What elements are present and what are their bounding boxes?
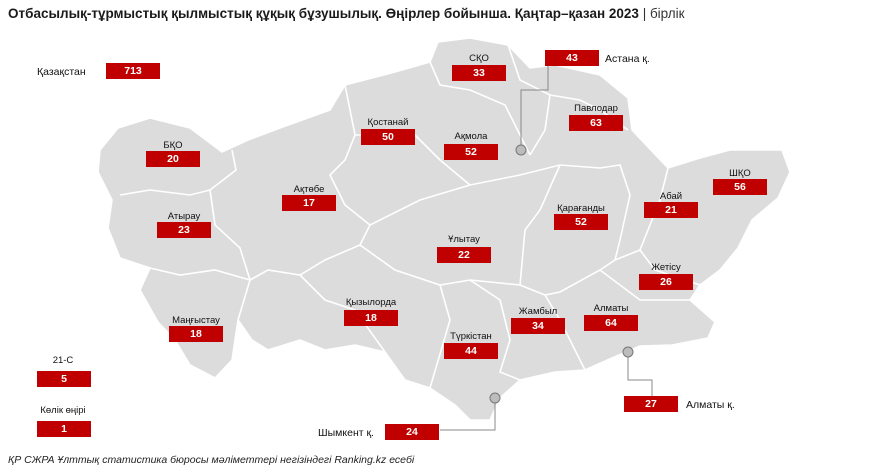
region-label-turkistan: Түркістан	[450, 331, 492, 342]
region-value-kostanay: 50	[361, 129, 415, 145]
region-label-kyzylorda: Қызылорда	[345, 297, 397, 308]
title-unit: | бірлік	[642, 6, 685, 21]
region-label-vko: ШҚО	[729, 168, 751, 179]
shymkent-marker	[489, 392, 501, 404]
astana-leader	[520, 60, 549, 150]
region-label-sko: СҚО	[469, 53, 489, 64]
region-value-zhetisu: 26	[639, 274, 693, 290]
region-value-almaty-region: 64	[584, 315, 638, 331]
kazakhstan-label: Қазақстан	[37, 66, 86, 78]
other-label-21c: 21-С	[52, 355, 74, 366]
region-value-sko: 33	[452, 65, 506, 81]
region-label-shymkent: Шымкент қ.	[318, 427, 374, 439]
region-value-astana: 43	[545, 50, 599, 66]
region-label-ulytau: Ұлытау	[448, 234, 480, 245]
source-note: ҚР СЖРА Ұлттық статистика бюросы мәлімет…	[8, 454, 415, 466]
region-value-abay: 21	[644, 202, 698, 218]
astana-marker	[515, 144, 527, 156]
region-label-kostanay: Қостанай	[367, 117, 409, 128]
region-label-aktobe: Ақтөбе	[293, 184, 325, 195]
other-value-transport: 1	[37, 421, 91, 437]
region-label-zhetisu: Жетісу	[651, 262, 681, 273]
region-label-astana: Астана қ.	[605, 53, 650, 65]
region-value-vko: 56	[713, 179, 767, 195]
almaty-city-leader	[627, 352, 653, 398]
other-value-21c: 5	[37, 371, 91, 387]
region-value-zhambyl: 34	[511, 318, 565, 334]
region-value-shymkent: 24	[385, 424, 439, 440]
region-value-turkistan: 44	[444, 343, 498, 359]
region-value-pavlodar: 63	[569, 115, 623, 131]
region-label-zhambyl: Жамбыл	[518, 306, 558, 317]
almaty-city-marker	[622, 346, 634, 358]
region-label-pavlodar: Павлодар	[574, 103, 618, 114]
region-value-bko: 20	[146, 151, 200, 167]
region-label-karaganda: Қарағанды	[557, 203, 605, 214]
title-text: Отбасылық-тұрмыстық қылмыстық құқық бұзу…	[8, 6, 639, 21]
region-label-akmola: Ақмола	[454, 131, 488, 142]
region-value-akmola: 52	[444, 144, 498, 160]
other-label-transport: Көлік өңірі	[40, 405, 86, 416]
region-value-mangystau: 18	[169, 326, 223, 342]
map-title: Отбасылық-тұрмыстық қылмыстық құқық бұзу…	[8, 6, 685, 21]
region-label-abay: Абай	[659, 191, 683, 202]
region-value-almaty-city: 27	[624, 396, 678, 412]
region-label-almaty-city: Алматы қ.	[686, 399, 735, 411]
kazakhstan-value: 713	[106, 63, 160, 79]
region-label-bko: БҚО	[163, 140, 183, 151]
region-value-ulytau: 22	[437, 247, 491, 263]
shymkent-leader	[440, 398, 496, 431]
region-value-karaganda: 52	[554, 214, 608, 230]
region-label-almaty-region: Алматы	[593, 303, 629, 314]
region-label-mangystau: Маңғыстау	[172, 315, 220, 326]
region-value-kyzylorda: 18	[344, 310, 398, 326]
region-label-atyrau: Атырау	[167, 211, 201, 222]
region-value-atyrau: 23	[157, 222, 211, 238]
unit-text: бірлік	[649, 6, 685, 21]
region-value-aktobe: 17	[282, 195, 336, 211]
